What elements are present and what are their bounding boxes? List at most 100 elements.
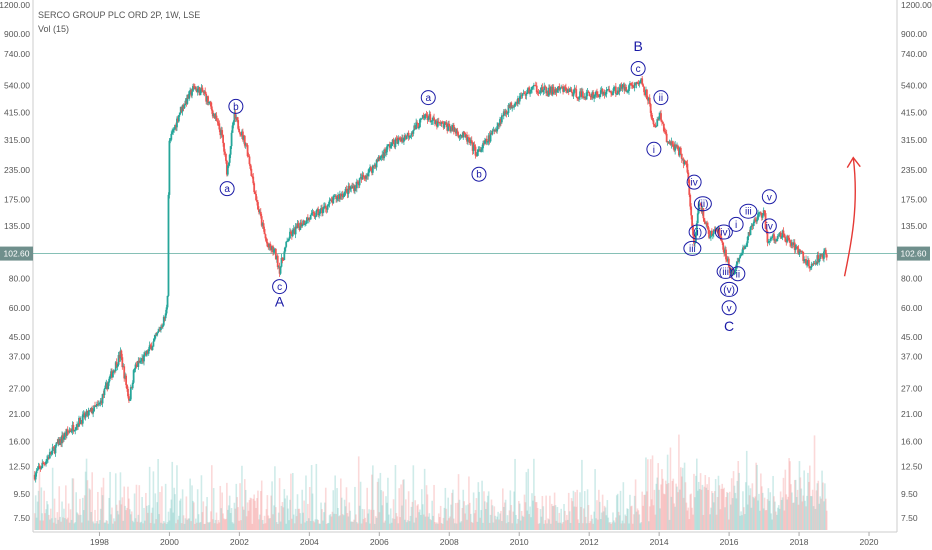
volume-bar bbox=[282, 507, 285, 530]
candle-body bbox=[329, 199, 332, 201]
volume-bar bbox=[142, 523, 144, 530]
candle-body bbox=[659, 113, 661, 117]
volume-bar bbox=[208, 522, 210, 530]
volume-bar bbox=[750, 507, 753, 530]
volume-bar bbox=[629, 494, 631, 530]
volume-bar bbox=[286, 495, 288, 530]
volume-bar bbox=[493, 506, 496, 530]
volume-bar bbox=[764, 510, 767, 530]
volume-bar bbox=[102, 477, 105, 530]
wave-label: (ii) bbox=[697, 199, 708, 210]
volume-bar bbox=[275, 507, 277, 530]
candle-body bbox=[328, 200, 331, 205]
candle-body bbox=[676, 145, 678, 147]
candle-body bbox=[815, 262, 818, 265]
candle-body bbox=[568, 89, 571, 92]
candle-body bbox=[803, 259, 806, 261]
candle-body bbox=[369, 167, 371, 169]
candle-body bbox=[308, 217, 311, 220]
candle-body bbox=[521, 93, 524, 96]
volume-bar bbox=[209, 521, 211, 530]
volume-bar bbox=[547, 518, 549, 530]
candle-body bbox=[752, 223, 755, 227]
volume-bar bbox=[793, 480, 796, 530]
candle-body bbox=[285, 241, 288, 247]
volume-bar bbox=[696, 490, 699, 530]
candle-body bbox=[226, 165, 229, 175]
volume-bars bbox=[33, 434, 828, 530]
volume-bar bbox=[742, 491, 744, 530]
volume-bar bbox=[132, 522, 135, 530]
volume-bar bbox=[365, 522, 368, 530]
price-tag-label: 102.60 bbox=[4, 249, 30, 259]
y-axis-right: 1200.00900.00740.00540.00415.00315.00235… bbox=[901, 0, 932, 523]
candle-body bbox=[513, 106, 516, 108]
volume-bar bbox=[571, 501, 574, 530]
candle-body bbox=[234, 112, 237, 119]
candle-body bbox=[75, 427, 78, 430]
candle-body bbox=[321, 208, 323, 214]
volume-bar bbox=[563, 503, 565, 530]
volume-bar bbox=[295, 516, 298, 530]
candle-body bbox=[228, 154, 231, 163]
candle-body bbox=[454, 128, 457, 134]
volume-bar bbox=[587, 505, 590, 530]
candle-body bbox=[767, 242, 770, 244]
price-tag-bg bbox=[0, 246, 33, 261]
candle-body bbox=[409, 135, 412, 137]
candle-body bbox=[184, 100, 187, 106]
volume-bar bbox=[108, 497, 110, 530]
candle-body bbox=[402, 138, 404, 142]
candle-body bbox=[55, 442, 58, 446]
candle-body bbox=[478, 149, 481, 151]
volume-bar bbox=[179, 498, 182, 530]
volume-bar bbox=[97, 523, 100, 530]
volume-bar bbox=[241, 465, 243, 530]
volume-bar bbox=[679, 489, 681, 530]
volume-bar bbox=[732, 471, 735, 530]
candle-body bbox=[468, 137, 470, 140]
candle-body bbox=[304, 223, 306, 225]
candle-body bbox=[456, 130, 459, 135]
candle-body bbox=[640, 78, 643, 81]
candle-body bbox=[280, 257, 283, 267]
candle-body bbox=[639, 80, 642, 84]
candle-body bbox=[594, 94, 596, 96]
volume-bar bbox=[115, 504, 118, 530]
candle-body bbox=[96, 403, 98, 406]
candle-body bbox=[255, 194, 257, 201]
candle-body bbox=[53, 447, 56, 454]
volume-bar bbox=[324, 487, 327, 530]
candle-body bbox=[435, 121, 438, 127]
volume-bar bbox=[819, 496, 821, 530]
candle-body bbox=[794, 248, 797, 251]
wave-label-circle bbox=[728, 216, 744, 232]
volume-bar bbox=[574, 492, 577, 530]
candle-body bbox=[535, 85, 538, 93]
volume-bar bbox=[248, 500, 251, 530]
candle-body bbox=[576, 96, 579, 99]
candle-body bbox=[309, 214, 312, 220]
y-tick-label-left: 27.00 bbox=[9, 384, 31, 394]
candle-body bbox=[338, 195, 340, 199]
candle-body bbox=[218, 123, 221, 130]
volume-bar bbox=[537, 523, 540, 530]
volume-bar bbox=[560, 508, 562, 530]
candle-body bbox=[813, 263, 816, 264]
candle-body bbox=[562, 87, 564, 92]
candle-body bbox=[99, 400, 102, 404]
candle-body bbox=[540, 87, 543, 91]
volume-bar bbox=[154, 493, 157, 530]
wave-label: a bbox=[425, 93, 431, 104]
candle-body bbox=[470, 140, 473, 143]
volume-bar bbox=[566, 514, 568, 530]
volume-bar bbox=[581, 459, 583, 530]
y-tick-label-left: 37.00 bbox=[9, 352, 31, 362]
volume-bar bbox=[323, 512, 325, 530]
candle-body bbox=[712, 229, 715, 234]
candle-body bbox=[689, 194, 692, 207]
volume-bar bbox=[519, 520, 522, 530]
volume-bar bbox=[733, 485, 736, 530]
volume-bar bbox=[258, 519, 260, 530]
